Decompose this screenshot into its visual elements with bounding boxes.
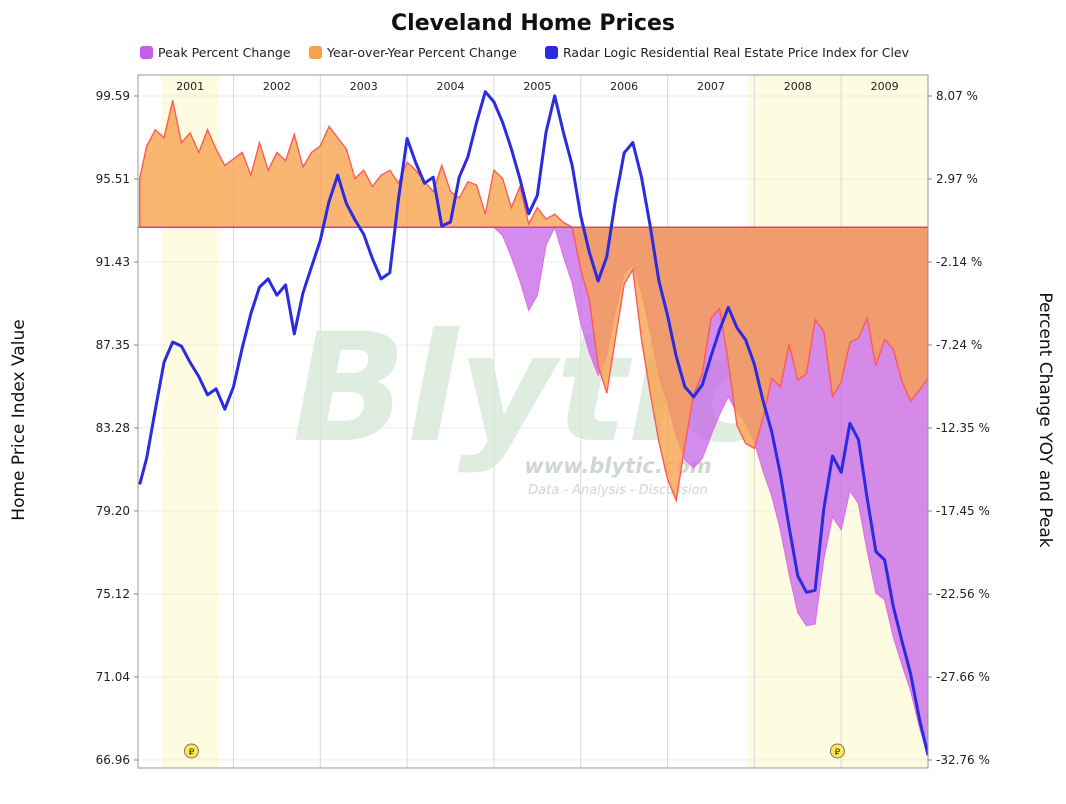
left-tick-label-5: 79.20 xyxy=(96,504,130,518)
legend-label-peak: Peak Percent Change xyxy=(158,45,291,60)
legend-swatch-yoy xyxy=(309,46,322,59)
year-label-2005: 2005 xyxy=(523,80,551,93)
year-label-2002: 2002 xyxy=(263,80,291,93)
left-tick-label-4: 83.28 xyxy=(96,421,130,435)
year-label-2008: 2008 xyxy=(784,80,812,93)
right-tick-label-2: -2.14 % xyxy=(936,255,982,269)
series-area-year-over-year xyxy=(138,100,928,503)
left-tick-label-2: 91.43 xyxy=(96,255,130,269)
recession-marker-glyph-0: ₽ xyxy=(189,748,195,758)
legend-label-index: Radar Logic Residential Real Estate Pric… xyxy=(563,45,910,60)
plot-frame xyxy=(137,74,929,769)
left-tick-label-8: 66.96 xyxy=(96,753,130,767)
left-tick-label-0: 99.59 xyxy=(96,89,130,103)
right-tick-label-8: -32.76 % xyxy=(936,753,990,767)
left-axis-label: Home Price Index Value xyxy=(9,319,29,520)
recession-marker-glyph-1: ₽ xyxy=(835,748,841,758)
year-label-2009: 2009 xyxy=(871,80,899,93)
right-tick-label-5: -17.45 % xyxy=(936,504,990,518)
right-tick-label-4: -12.35 % xyxy=(936,421,990,435)
right-axis: 8.07 % 2.97 % -2.14 % -7.24 % -12.35 % -17.45… xyxy=(928,89,990,767)
left-tick-label-7: 71.04 xyxy=(96,670,130,684)
legend-swatch-index xyxy=(545,46,558,59)
right-tick-label-1: 2.97 % xyxy=(936,172,978,186)
series-line-price-index xyxy=(138,90,928,756)
left-axis: 99.59 95.51 91.43 87.35 83.28 79.20 75.12 71.04… xyxy=(96,89,138,767)
left-tick-label-1: 95.51 xyxy=(96,172,130,186)
recession-marker-1 xyxy=(829,743,845,759)
year-label-2003: 2003 xyxy=(350,80,378,93)
legend-item-index[interactable]: Radar Logic Residential Real Estate Pric… xyxy=(545,45,910,60)
right-tick-label-6: -22.56 % xyxy=(936,587,990,601)
year-label-2007: 2007 xyxy=(697,80,725,93)
right-tick-label-7: -27.66 % xyxy=(936,670,990,684)
watermark-tagline: Data - Analysis - Discussion xyxy=(528,483,708,498)
recession-markers: ₽ ₽ xyxy=(183,743,845,759)
legend-label-yoy: Year-over-Year Percent Change xyxy=(326,45,517,60)
legend: Peak Percent Change Year-over-Year Perce… xyxy=(140,45,910,60)
series-layer xyxy=(138,90,928,756)
year-label-2004: 2004 xyxy=(437,80,465,93)
left-tick-label-6: 75.12 xyxy=(96,587,130,601)
year-label-2001: 2001 xyxy=(176,80,204,93)
recession-marker-0 xyxy=(183,743,199,759)
right-tick-label-0: 8.07 % xyxy=(936,89,978,103)
legend-item-yoy[interactable]: Year-over-Year Percent Change xyxy=(309,45,517,60)
legend-item-peak[interactable]: Peak Percent Change xyxy=(140,45,291,60)
right-axis-label: Percent Change YOY and Peak xyxy=(1035,292,1055,547)
chart-title: Cleveland Home Prices xyxy=(391,11,675,36)
right-tick-label-3: -7.24 % xyxy=(936,338,982,352)
year-label-2006: 2006 xyxy=(610,80,638,93)
left-tick-label-3: 87.35 xyxy=(96,338,130,352)
year-labels: 2001 2002 2003 2004 2005 2006 2007 2008 2009 xyxy=(176,80,899,93)
legend-swatch-peak xyxy=(140,46,153,59)
